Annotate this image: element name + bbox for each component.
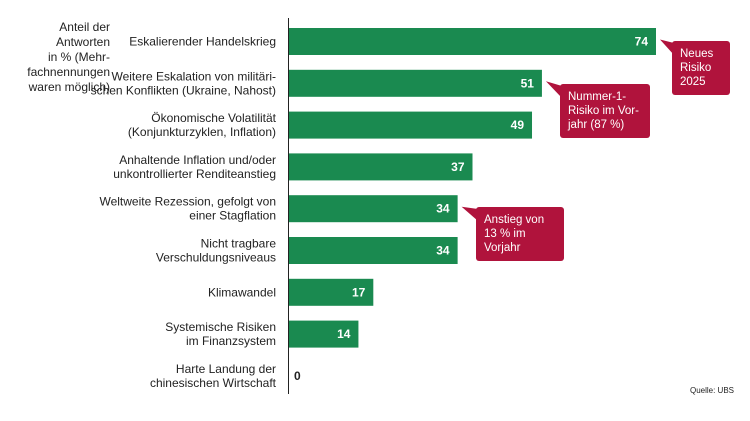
category-label: Ökonomische Volatilität (Konjunkturzyklen…: [128, 111, 277, 139]
bar-value-label: 74: [635, 35, 649, 49]
bar-value-label: 0: [294, 369, 301, 383]
annotation-callout: Anstieg von 13 % im Vorjahr: [476, 207, 564, 261]
category-labels-layer: Eskalierender Handelskrieg Weitere Eskala…: [91, 35, 277, 390]
bar-value-label: 37: [451, 160, 465, 174]
category-label: Harte Landung der chinesischen Wirtschaft: [150, 362, 277, 390]
bar: [289, 28, 656, 55]
bars-layer: 74 51 49 37 34 34 17 14 0: [289, 28, 656, 383]
bar-value-label: 14: [337, 327, 351, 341]
bar-value-label: 34: [436, 202, 450, 216]
bar: [289, 111, 533, 139]
bar: [289, 153, 473, 181]
bar: [289, 320, 359, 348]
annotation-callout: Nummer-1- Risiko im Vor- jahr (87 %): [560, 84, 650, 138]
category-label: Systemische Risiken im Finanzsystem: [165, 320, 276, 348]
category-label: Nicht tragbare Verschuldungsniveaus: [156, 237, 276, 265]
callout-pointer: [660, 39, 674, 55]
category-label: Weltweite Rezession, gefolgt von einer St…: [99, 195, 276, 223]
bar: [289, 69, 542, 97]
bar-value-label: 34: [436, 244, 450, 258]
bar: [289, 237, 458, 264]
callout-pointer: [545, 81, 562, 98]
category-label: Eskalierender Handelskrieg: [129, 35, 276, 49]
axis-label: Anteil der Antworten in % (Mehr- fachnen…: [27, 20, 110, 94]
category-label: Weitere Eskalation von militäri-schen Ko…: [91, 69, 276, 97]
source-note: Quelle: UBS: [689, 386, 734, 395]
category-label: Anhaltende Inflation und/oder unkontrolli…: [113, 153, 276, 181]
category-label: Klimawandel: [208, 285, 276, 299]
bar-value-label: 49: [511, 118, 525, 132]
bar-value-label: 17: [352, 285, 366, 299]
annotation-callout: Neues Risiko 2025: [672, 41, 730, 95]
callout-pointer: [461, 206, 478, 221]
bar: [289, 278, 374, 306]
bar-value-label: 51: [521, 76, 535, 90]
bar: [289, 195, 458, 223]
